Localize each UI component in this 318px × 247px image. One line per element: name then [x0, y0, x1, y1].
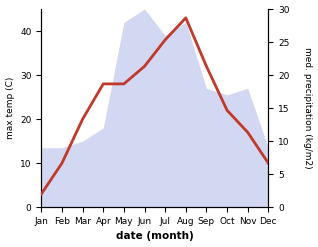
Y-axis label: med. precipitation (kg/m2): med. precipitation (kg/m2) — [303, 47, 313, 169]
X-axis label: date (month): date (month) — [116, 231, 194, 242]
Y-axis label: max temp (C): max temp (C) — [5, 77, 15, 139]
